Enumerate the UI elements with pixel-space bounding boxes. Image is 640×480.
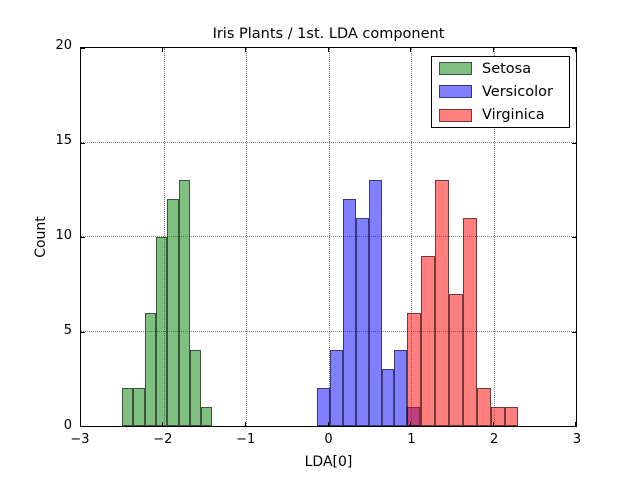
x-tick-top (492, 48, 494, 52)
virginica-bar-0 (406, 312, 421, 426)
setosa-bar-7 (201, 407, 213, 426)
legend-label-versicolor: Versicolor (482, 83, 553, 100)
x-gridline (411, 48, 412, 426)
x-tick-top (80, 48, 81, 52)
setosa-bar-2 (144, 312, 156, 426)
y-tick-left (81, 331, 85, 333)
y-tick-left (81, 48, 85, 49)
x-gridline (246, 48, 247, 426)
virginica-bar-3 (448, 293, 463, 426)
x-tick-top (327, 48, 329, 52)
legend-item-virginica: Virginica (432, 104, 569, 127)
y-tick-label: 15 (55, 133, 72, 148)
x-tick-label: −2 (153, 432, 173, 447)
legend-swatch-virginica (439, 108, 472, 122)
versicolor-bar-1 (330, 350, 344, 426)
x-tick-label: 1 (407, 432, 416, 447)
x-tick-bottom (492, 422, 494, 426)
virginica-bar-4 (462, 218, 477, 426)
virginica-bar-6 (490, 407, 505, 426)
legend-swatch-setosa (439, 62, 472, 76)
x-tick-label: −1 (236, 432, 256, 447)
legend-swatch-versicolor (439, 85, 472, 99)
setosa-bar-5 (178, 180, 190, 426)
x-tick-bottom (409, 422, 411, 426)
x-tick-label: 3 (572, 432, 582, 447)
virginica-bar-2 (434, 180, 449, 426)
x-tick-top (162, 48, 164, 52)
x-tick-bottom (80, 422, 81, 426)
setosa-bar-4 (167, 199, 179, 426)
y-tick-right (572, 48, 576, 49)
y-tick-left (81, 142, 85, 144)
legend: Setosa Versicolor Virginica (431, 56, 570, 128)
y-tick-left (81, 237, 85, 238)
virginica-bar-7 (504, 407, 519, 426)
y-gridline (81, 330, 576, 332)
x-tick-top (244, 48, 246, 52)
y-tick-label: 5 (63, 323, 72, 338)
y-tick-right (572, 237, 576, 238)
x-tick-bottom (575, 422, 576, 426)
virginica-bar-1 (420, 255, 435, 426)
versicolor-bar-3 (355, 218, 369, 426)
y-tick-right (572, 331, 576, 333)
x-tick-bottom (244, 422, 246, 426)
versicolor-bar-4 (368, 180, 382, 426)
y-tick-label: 20 (55, 38, 72, 53)
y-gridline (81, 236, 576, 237)
x-gridline (493, 48, 495, 426)
legend-item-setosa: Setosa (432, 57, 569, 80)
x-tick-label: 2 (490, 432, 499, 447)
x-axis-label: LDA[0] (304, 454, 353, 470)
chart-title: Iris Plants / 1st. LDA component (212, 26, 445, 42)
x-tick-label: −3 (70, 432, 90, 447)
x-tick-bottom (162, 422, 164, 426)
virginica-bar-5 (476, 388, 491, 426)
legend-item-versicolor: Versicolor (432, 80, 569, 103)
x-gridline (328, 48, 330, 426)
y-tick-left (81, 426, 85, 427)
y-tick-right (572, 426, 576, 427)
x-tick-top (409, 48, 411, 52)
x-tick-top (575, 48, 576, 52)
legend-label-setosa: Setosa (482, 60, 532, 77)
setosa-bar-1 (133, 388, 145, 426)
x-tick-bottom (327, 422, 329, 426)
versicolor-bar-6 (394, 350, 408, 426)
versicolor-bar-2 (343, 199, 356, 426)
versicolor-bar-0 (317, 388, 331, 426)
y-gridline (81, 141, 576, 143)
y-tick-label: 10 (55, 228, 72, 243)
legend-label-virginica: Virginica (482, 107, 545, 124)
versicolor-bar-5 (381, 369, 395, 426)
x-tick-label: 0 (324, 432, 333, 447)
y-tick-label: 0 (63, 418, 72, 433)
setosa-bar-6 (189, 350, 202, 426)
y-tick-right (572, 142, 576, 144)
setosa-bar-0 (122, 388, 134, 426)
setosa-bar-3 (155, 237, 168, 426)
